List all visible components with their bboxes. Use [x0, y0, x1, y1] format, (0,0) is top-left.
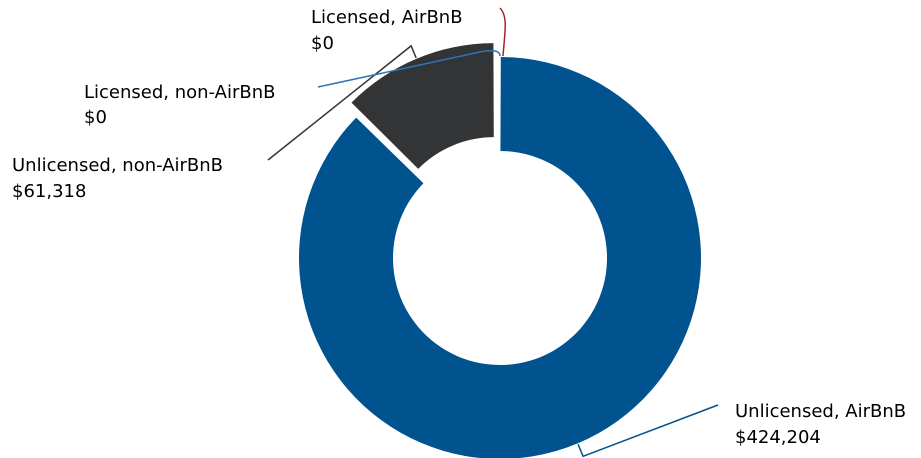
- slice-value: $0: [84, 107, 107, 128]
- leader-line: [577, 404, 719, 458]
- slice-value: $0: [311, 33, 334, 54]
- leader-line: [267, 44, 417, 161]
- slice-label: Unlicensed, AirBnB: [735, 401, 906, 422]
- slice-value: $61,318: [12, 181, 86, 202]
- slice-label: Licensed, non-AirBnB: [84, 82, 275, 103]
- leader-line: [499, 7, 506, 57]
- slice-value: $424,204: [735, 427, 821, 448]
- slice-label: Licensed, AirBnB: [311, 7, 463, 28]
- donut-slice: [351, 43, 494, 169]
- donut-slice: [299, 57, 701, 458]
- leader-line: [317, 49, 501, 88]
- slice-label: Unlicensed, non-AirBnB: [12, 155, 223, 176]
